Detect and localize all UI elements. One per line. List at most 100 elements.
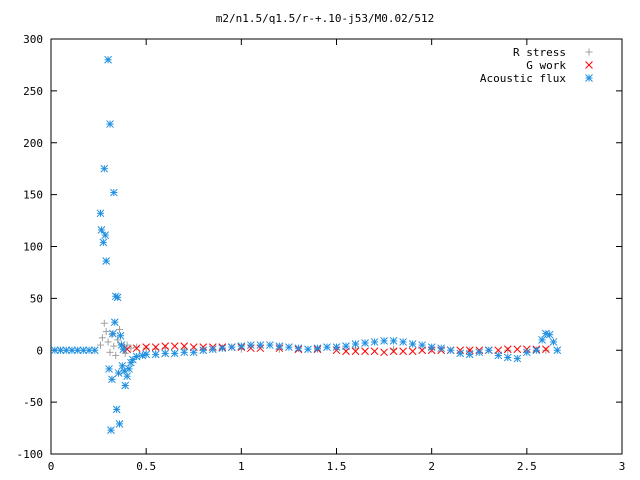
data-point [408, 340, 417, 348]
legend-marker [585, 74, 593, 82]
data-point [96, 341, 104, 349]
data-point [132, 352, 141, 361]
data-point [161, 342, 170, 350]
data-point [118, 361, 127, 370]
data-point [542, 346, 550, 354]
data-point [266, 341, 274, 349]
data-point [142, 350, 151, 359]
x-tick-label: 1 [238, 460, 245, 473]
x-tick-label: 0.5 [136, 460, 156, 473]
data-point [256, 341, 265, 349]
data-point [104, 55, 112, 64]
data-point [313, 344, 322, 353]
data-point [532, 346, 541, 355]
data-point [109, 329, 117, 338]
data-point [108, 375, 116, 384]
series-layer [50, 55, 562, 434]
data-point [513, 354, 522, 363]
data-point [227, 343, 236, 351]
data-point [123, 345, 131, 354]
data-point [418, 341, 427, 349]
data-point [121, 381, 130, 390]
data-point [102, 257, 111, 265]
x-tick-label: 1.5 [327, 460, 347, 473]
data-point [98, 334, 106, 342]
data-point [132, 344, 141, 353]
data-point [113, 293, 122, 302]
data-point [513, 345, 522, 354]
data-point [142, 344, 150, 352]
data-point [246, 341, 255, 349]
y-tick-label: 200 [23, 137, 43, 150]
x-axis: 0 0.5 1 1.5 2 2.5 3 [48, 39, 626, 473]
data-point [105, 365, 113, 373]
data-point [275, 342, 284, 350]
data-point [97, 226, 106, 234]
data-point [119, 345, 128, 354]
y-tick-label: 150 [23, 189, 43, 202]
data-point [208, 345, 217, 354]
data-point [399, 338, 407, 346]
data-point [123, 372, 131, 381]
data-point [107, 426, 115, 434]
y-axis: -100 -50 0 50 100 150 200 250 300 [17, 33, 622, 461]
x-tick-label: 3 [619, 460, 626, 473]
data-point [408, 347, 417, 356]
data-point [106, 348, 114, 356]
data-point [110, 342, 118, 350]
data-point [62, 346, 71, 355]
data-point [180, 348, 189, 357]
data-point [370, 347, 379, 356]
data-point [323, 343, 331, 351]
data-point [102, 328, 110, 336]
data-point [370, 338, 379, 346]
data-point [494, 351, 503, 360]
data-point [294, 344, 303, 353]
data-point [484, 346, 493, 355]
plot-frame [50, 38, 623, 455]
data-point [109, 188, 118, 197]
data-point [170, 342, 179, 350]
data-point [170, 349, 179, 358]
y-tick-label: 100 [23, 241, 43, 254]
data-point [100, 164, 109, 173]
y-tick-label: 250 [23, 85, 43, 98]
data-point [437, 344, 446, 353]
x-tick-label: 0 [48, 460, 55, 473]
data-point [399, 347, 407, 356]
chart-title: m2/n1.5/q1.5/r-+.10-j53/M0.02/512 [216, 12, 435, 25]
data-point [351, 347, 360, 356]
data-point [101, 231, 110, 239]
data-point [100, 319, 108, 327]
data-point [112, 405, 121, 414]
legend-label: G work [526, 59, 566, 72]
data-point [85, 346, 93, 355]
data-point [503, 345, 512, 354]
data-point [285, 343, 293, 351]
y-tick-label: -100 [17, 448, 44, 461]
data-point [96, 209, 105, 218]
data-point [504, 346, 512, 354]
data-point [116, 326, 124, 333]
data-point [522, 348, 531, 357]
data-point [361, 339, 369, 347]
data-point [161, 349, 170, 358]
data-point [112, 351, 120, 359]
data-point [180, 342, 189, 350]
data-point [151, 343, 160, 351]
data-point [342, 342, 350, 350]
data-point [542, 345, 550, 354]
legend-marker [585, 61, 593, 69]
y-tick-label: 0 [36, 344, 43, 357]
data-point [380, 337, 388, 345]
data-point [142, 343, 151, 351]
data-point [115, 420, 124, 428]
data-point [218, 344, 227, 353]
series-acoustic-flux [50, 55, 562, 434]
data-point [389, 337, 398, 345]
data-point [380, 348, 388, 357]
data-point [538, 336, 546, 344]
data-point [545, 330, 554, 339]
